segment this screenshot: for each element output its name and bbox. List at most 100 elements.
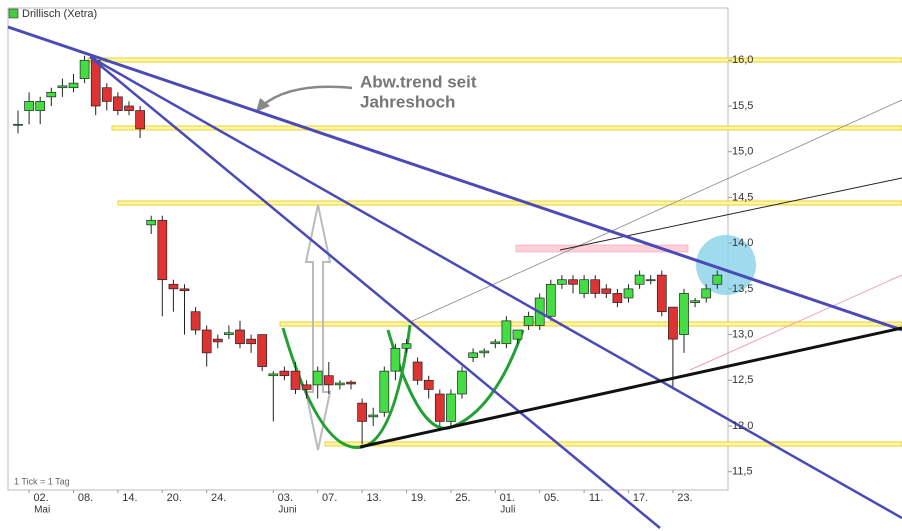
candle-body	[656, 274, 667, 313]
candle-body	[412, 361, 423, 381]
candle-body	[24, 101, 34, 111]
candle-body	[124, 105, 134, 111]
annotation: Abw.trend seit	[360, 72, 477, 91]
candle-body	[712, 274, 723, 285]
candle-body	[523, 315, 534, 326]
candle-body	[557, 279, 567, 285]
candle-body	[257, 334, 268, 367]
x-tick-label: 01.	[500, 492, 515, 504]
y-tick-label: 16,0	[732, 54, 753, 66]
candle-body	[135, 110, 145, 130]
candle-body	[201, 329, 212, 354]
candle-body	[634, 274, 645, 285]
y-tick-label: 15,0	[732, 146, 753, 158]
candle-body	[423, 379, 434, 390]
annotation: Jahreshoch	[360, 92, 455, 111]
candle-body	[301, 384, 312, 390]
candle-body	[246, 338, 256, 345]
candle-body	[379, 370, 390, 413]
x-tick-label: 11.	[589, 492, 603, 504]
legend-swatch	[8, 8, 19, 19]
candle-body	[179, 288, 190, 292]
candle-body	[46, 91, 57, 98]
y-tick-label: 14,5	[732, 191, 753, 203]
candle-body	[268, 373, 279, 377]
candle-body	[512, 329, 523, 340]
trend-line	[89, 55, 902, 520]
y-tick-label: 14,0	[732, 237, 753, 249]
candle-body	[368, 414, 379, 418]
trend-line	[7, 25, 902, 332]
candle-body	[668, 306, 678, 340]
x-tick-label: 02.	[33, 492, 48, 504]
candle-body	[13, 123, 23, 126]
candle-body	[101, 87, 112, 102]
candle-body	[623, 288, 634, 299]
y-tick-label: 13,0	[732, 328, 753, 340]
candle-body	[279, 370, 290, 377]
candle-body	[490, 341, 501, 345]
candle-body	[290, 370, 301, 390]
y-tick-label: 12,0	[732, 420, 753, 432]
x-tick-label: 19.	[411, 492, 426, 504]
candle-body	[168, 283, 179, 290]
candle-body	[701, 288, 712, 299]
candle-body	[146, 219, 157, 226]
candle-body	[446, 393, 456, 422]
trend-lines	[7, 25, 902, 529]
candle-body	[35, 101, 46, 111]
candle-body	[590, 279, 601, 294]
candle-body	[568, 279, 578, 285]
x-tick-label: 17.	[633, 492, 648, 504]
candle-body	[579, 279, 589, 294]
x-tick-label: 20.	[167, 492, 182, 504]
x-tick-label: 03.	[278, 492, 293, 504]
candle-body	[113, 96, 123, 111]
x-tick-label: 23.	[677, 492, 692, 504]
candle-body	[346, 381, 356, 385]
band	[111, 125, 902, 131]
x-tick-label: 07.	[322, 492, 337, 504]
support-line	[359, 326, 902, 449]
candle-body	[323, 375, 334, 386]
band	[87, 57, 902, 63]
candle-body	[612, 293, 623, 303]
y-tick-label: 11,5	[732, 466, 753, 478]
x-month-label: Mai	[34, 505, 50, 516]
candle-body	[212, 338, 223, 343]
candle-body	[68, 82, 79, 89]
double-arrow	[304, 204, 332, 451]
x-tick-label: 13.	[366, 492, 381, 504]
x-tick-label: 24.	[211, 492, 226, 504]
note: 1 Tick = 1 Tag	[14, 476, 70, 486]
candle-body	[679, 293, 689, 335]
candle-body	[79, 59, 90, 79]
x-month-label: Juli	[500, 505, 515, 516]
pointer-arrowhead	[256, 98, 270, 112]
candle-body	[224, 332, 234, 335]
candle-body	[312, 370, 323, 386]
candle-body	[479, 350, 490, 354]
band	[117, 200, 902, 206]
candle-body	[390, 347, 401, 372]
y-tick-label: 15,5	[732, 100, 753, 112]
candle-body	[157, 219, 168, 281]
x-tick-label: 25.	[455, 492, 470, 504]
trend-line	[89, 56, 661, 529]
legend-label: Drillisch (Xetra)	[22, 8, 97, 20]
candle-body	[457, 370, 467, 395]
x-tick-label: 05.	[544, 492, 559, 504]
candle-body	[501, 320, 512, 345]
candle-body	[57, 85, 68, 89]
candle-body	[434, 393, 445, 422]
x-tick-label: 14.	[122, 492, 137, 504]
candle-body	[235, 329, 245, 345]
thin-line	[559, 177, 902, 251]
zone	[515, 244, 689, 253]
x-month-label: Juni	[278, 505, 296, 516]
thin-line	[689, 274, 902, 371]
candle-body	[335, 382, 345, 386]
candle-body	[601, 288, 612, 294]
candle-body	[690, 300, 700, 303]
